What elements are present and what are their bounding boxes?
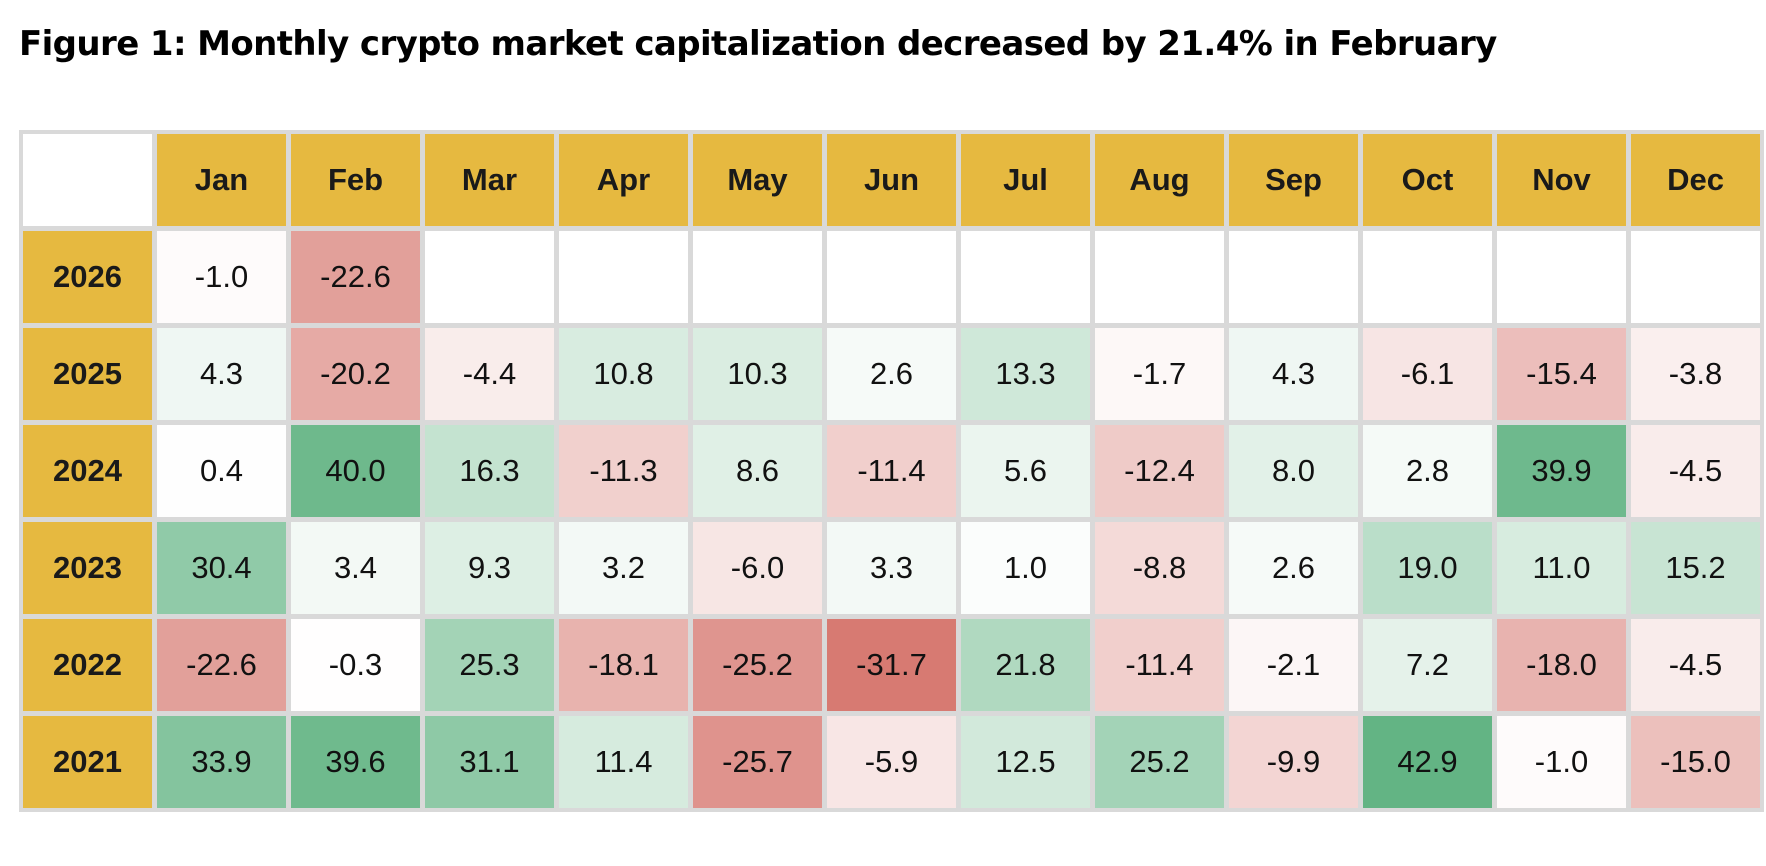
heatmap-cell-2025-oct: -6.1 [1363,328,1492,420]
column-header-feb: Feb [291,134,420,226]
heatmap-cell-2025-feb: -20.2 [291,328,420,420]
column-header-jun: Jun [827,134,956,226]
heatmap-cell-2023-may: -6.0 [693,522,822,614]
heatmap-cell-2022-oct: 7.2 [1363,619,1492,711]
heatmap-cell-2024-jul: 5.6 [961,425,1090,517]
heatmap-cell-2023-aug: -8.8 [1095,522,1224,614]
heatmap-cell-2022-nov: -18.0 [1497,619,1626,711]
heatmap-cell-2026-may [693,231,822,323]
heatmap-cell-2023-apr: 3.2 [559,522,688,614]
heatmap-cell-2024-may: 8.6 [693,425,822,517]
heatmap-cell-2023-jan: 30.4 [157,522,286,614]
heatmap-cell-2022-may: -25.2 [693,619,822,711]
heatmap-cell-2023-nov: 11.0 [1497,522,1626,614]
row-header-2021: 2021 [23,716,152,808]
heatmap-cell-2024-dec: -4.5 [1631,425,1760,517]
heatmap-cell-2022-dec: -4.5 [1631,619,1760,711]
heatmap-cell-2026-feb: -22.6 [291,231,420,323]
heatmap-cell-2023-jul: 1.0 [961,522,1090,614]
heatmap-cell-2022-jan: -22.6 [157,619,286,711]
column-header-mar: Mar [425,134,554,226]
heatmap-cell-2022-jul: 21.8 [961,619,1090,711]
heatmap-cell-2025-mar: -4.4 [425,328,554,420]
row-header-2024: 2024 [23,425,152,517]
heatmap-cell-2026-apr [559,231,688,323]
heatmap-cell-2021-oct: 42.9 [1363,716,1492,808]
column-header-jul: Jul [961,134,1090,226]
column-header-dec: Dec [1631,134,1760,226]
heatmap-cell-2024-jan: 0.4 [157,425,286,517]
heatmap-cell-2026-jan: -1.0 [157,231,286,323]
heatmap-cell-2024-feb: 40.0 [291,425,420,517]
heatmap-cell-2026-jun [827,231,956,323]
column-header-apr: Apr [559,134,688,226]
column-header-oct: Oct [1363,134,1492,226]
heatmap-cell-2022-apr: -18.1 [559,619,688,711]
heatmap-cell-2026-jul [961,231,1090,323]
row-header-2026: 2026 [23,231,152,323]
heatmap-cell-2024-sep: 8.0 [1229,425,1358,517]
heatmap-cell-2024-oct: 2.8 [1363,425,1492,517]
row-header-2022: 2022 [23,619,152,711]
heatmap-cell-2022-mar: 25.3 [425,619,554,711]
heatmap-cell-2026-dec [1631,231,1760,323]
heatmap-cell-2024-mar: 16.3 [425,425,554,517]
heatmap-cell-2021-feb: 39.6 [291,716,420,808]
heatmap-cell-2023-feb: 3.4 [291,522,420,614]
heatmap-cell-2024-nov: 39.9 [1497,425,1626,517]
heatmap-cell-2026-aug [1095,231,1224,323]
heatmap-cell-2021-jun: -5.9 [827,716,956,808]
table-corner [23,134,152,226]
heatmap-cell-2026-oct [1363,231,1492,323]
heatmap-cell-2023-oct: 19.0 [1363,522,1492,614]
heatmap-cell-2025-sep: 4.3 [1229,328,1358,420]
heatmap-table: Jan Feb Mar Apr May Jun Jul Aug Sep Oct Nov Dec 2026… [19,130,1764,812]
heatmap-cell-2026-mar [425,231,554,323]
heatmap-cell-2021-dec: -15.0 [1631,716,1760,808]
heatmap-cell-2025-apr: 10.8 [559,328,688,420]
column-header-sep: Sep [1229,134,1358,226]
heatmap-cell-2022-sep: -2.1 [1229,619,1358,711]
column-header-nov: Nov [1497,134,1626,226]
heatmap-cell-2023-mar: 9.3 [425,522,554,614]
heatmap-cell-2024-aug: -12.4 [1095,425,1224,517]
heatmap-cell-2021-nov: -1.0 [1497,716,1626,808]
row-header-2023: 2023 [23,522,152,614]
heatmap-cell-2021-mar: 31.1 [425,716,554,808]
heatmap-cell-2025-nov: -15.4 [1497,328,1626,420]
heatmap-cell-2022-aug: -11.4 [1095,619,1224,711]
heatmap-cell-2022-jun: -31.7 [827,619,956,711]
column-header-may: May [693,134,822,226]
heatmap-cell-2025-jan: 4.3 [157,328,286,420]
heatmap-cell-2022-feb: -0.3 [291,619,420,711]
heatmap-cell-2025-dec: -3.8 [1631,328,1760,420]
heatmap-cell-2025-may: 10.3 [693,328,822,420]
row-header-2025: 2025 [23,328,152,420]
heatmap-cell-2025-jul: 13.3 [961,328,1090,420]
heatmap-cell-2025-jun: 2.6 [827,328,956,420]
heatmap-cell-2026-sep [1229,231,1358,323]
heatmap-cell-2025-aug: -1.7 [1095,328,1224,420]
figure-title: Figure 1: Monthly crypto market capitali… [19,24,1497,64]
heatmap-cell-2023-sep: 2.6 [1229,522,1358,614]
heatmap-cell-2023-jun: 3.3 [827,522,956,614]
heatmap-cell-2021-aug: 25.2 [1095,716,1224,808]
heatmap-cell-2021-jul: 12.5 [961,716,1090,808]
heatmap-cell-2024-jun: -11.4 [827,425,956,517]
column-header-jan: Jan [157,134,286,226]
heatmap-cell-2026-nov [1497,231,1626,323]
heatmap-cell-2021-apr: 11.4 [559,716,688,808]
heatmap-cell-2021-jan: 33.9 [157,716,286,808]
column-header-aug: Aug [1095,134,1224,226]
heatmap-cell-2021-sep: -9.9 [1229,716,1358,808]
heatmap-cell-2021-may: -25.7 [693,716,822,808]
heatmap-cell-2023-dec: 15.2 [1631,522,1760,614]
heatmap-cell-2024-apr: -11.3 [559,425,688,517]
